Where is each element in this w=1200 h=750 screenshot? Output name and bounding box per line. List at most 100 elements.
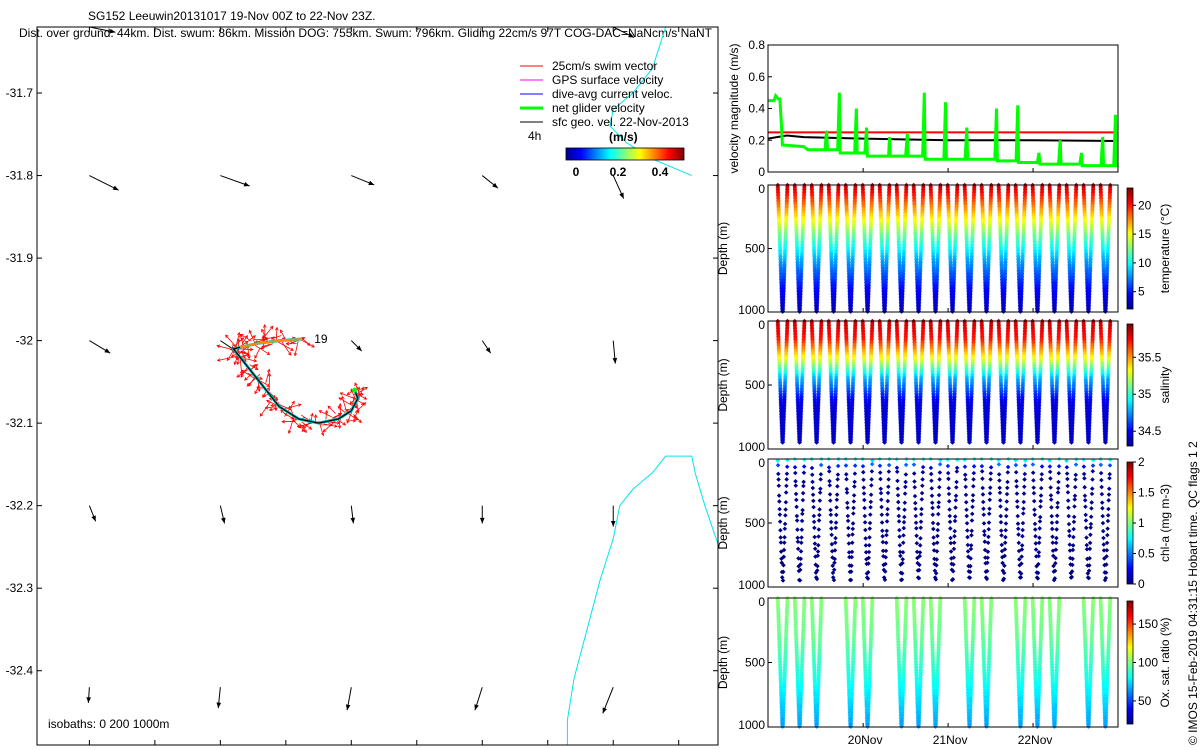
swim-vector-head — [297, 403, 302, 407]
map-frame — [36, 26, 719, 746]
geo-vector-16 — [610, 505, 616, 527]
swim-vector — [356, 403, 359, 413]
swim-vector-head — [324, 409, 329, 414]
swim-vector-head — [301, 424, 306, 428]
map-ytick-label-1: -31.8 — [6, 169, 34, 183]
map-ytick-label-7: -32.4 — [6, 664, 34, 678]
swim-vector-head — [364, 386, 368, 391]
swim-vector — [354, 382, 361, 397]
velocity-ytick-label-0: 0 — [758, 165, 765, 179]
geo-vector-head — [350, 517, 356, 524]
swim-vector-head — [246, 382, 251, 387]
swim-vector-head — [349, 400, 354, 405]
swim-vector — [280, 329, 286, 340]
swim-vector-head — [241, 369, 245, 374]
glider-track-end — [239, 337, 303, 349]
geo-vector-head — [492, 182, 498, 189]
map-ytick-label-2: -31.9 — [6, 251, 34, 265]
swim-vector-head — [360, 392, 364, 397]
profile-point — [814, 309, 820, 314]
swim-vector-head — [244, 341, 249, 345]
velocity-ytick-label-3: 0.6 — [748, 70, 765, 84]
swim-vectors — [216, 324, 368, 437]
swim-vector-head — [287, 430, 292, 435]
swim-vector-head — [281, 419, 285, 424]
profile-ytick-label-0: 0 — [758, 182, 765, 196]
speed-colorbar — [565, 147, 685, 161]
swim-vector — [260, 401, 271, 417]
swim-vector — [266, 400, 277, 406]
swim-vector-head — [264, 405, 269, 410]
colorbar-tick-label-3: 20 — [1138, 198, 1152, 212]
colorbar-tick-1: 0.2 — [610, 165, 627, 179]
swim-vector-head — [291, 418, 296, 422]
swim-vector — [338, 397, 353, 407]
geo-vector-head — [216, 702, 222, 709]
geo-vector-head — [104, 348, 111, 354]
swim-vector — [225, 334, 237, 348]
swim-vector — [249, 330, 256, 345]
swim-vector-head — [274, 396, 279, 400]
velocity-series-2 — [768, 92, 1118, 168]
swim-vector-head — [308, 426, 313, 430]
swim-vector-head — [318, 410, 323, 414]
coastline-south — [566, 455, 718, 745]
swim-vector-head — [259, 413, 264, 417]
swim-vector — [261, 325, 274, 341]
swim-vector-head — [293, 352, 298, 357]
velocity-ytick-label-1: 0.2 — [748, 133, 765, 147]
geo-vector-head — [612, 357, 618, 364]
geo-vector-head — [220, 517, 226, 524]
swim-vector — [338, 412, 341, 429]
geo-vector-1 — [613, 27, 635, 38]
velocity-ytick-label-2: 0.4 — [748, 102, 765, 116]
swim-vector-head — [270, 403, 274, 408]
swim-vector — [297, 422, 314, 428]
swim-vector-head — [322, 428, 327, 433]
legend-gps-label: GPS surface velocity — [552, 73, 663, 87]
legend-swim-label: 25cm/s swim vector — [552, 59, 657, 73]
swim-vector — [241, 335, 248, 344]
title-line-1: SG152 Leeuwin20131017 19-Nov 00Z to 22-N… — [88, 9, 376, 23]
geo-vector-head — [91, 515, 96, 522]
isobaths-label: isobaths: 0 200 1000m — [48, 717, 169, 731]
swim-vector-head — [266, 368, 271, 373]
swim-vector — [280, 409, 288, 417]
geo-vector-head — [109, 28, 116, 34]
geo-vector-13 — [219, 505, 226, 524]
swim-vector-head — [358, 419, 362, 424]
colorbar-tick-label-1: 10 — [1138, 256, 1152, 270]
legend-net-label: net glider velocity — [552, 101, 645, 115]
colorbar-tick-label-2: 15 — [1138, 227, 1152, 241]
swim-vector-head — [288, 352, 292, 356]
swim-vector-head — [243, 350, 247, 355]
profile-ytick-label-2: 1000 — [738, 303, 765, 317]
swim-vector — [288, 416, 295, 434]
legend-geo-label: sfc geo. vel. 22-Nov-2013 — [552, 115, 689, 129]
swim-vector-head — [357, 386, 361, 391]
swim-vector-head — [240, 337, 245, 341]
swim-vector-head — [275, 326, 279, 331]
swim-vector-head — [267, 372, 272, 377]
map-ytick-label-5: -32.2 — [6, 499, 34, 513]
swim-vector-head — [261, 328, 265, 333]
swim-vector — [281, 341, 292, 356]
map-contents: 19 — [86, 27, 718, 745]
geo-vector-2 — [89, 175, 119, 191]
velocity-ylabel: velocity magnitude (m/s) — [727, 43, 741, 173]
swim-vector-head — [246, 353, 251, 358]
swim-vector — [261, 343, 271, 348]
map-ytick-label-0: -31.7 — [6, 86, 34, 100]
swim-vector-head — [257, 388, 261, 392]
swim-vector-head — [334, 424, 338, 428]
profile-point — [797, 309, 803, 314]
geo-vector-11 — [612, 340, 618, 364]
swim-vector-head — [236, 361, 240, 366]
swim-vector — [345, 419, 356, 422]
swim-vector-head — [253, 358, 258, 363]
swim-vector — [325, 410, 328, 420]
swim-vector — [254, 344, 270, 355]
